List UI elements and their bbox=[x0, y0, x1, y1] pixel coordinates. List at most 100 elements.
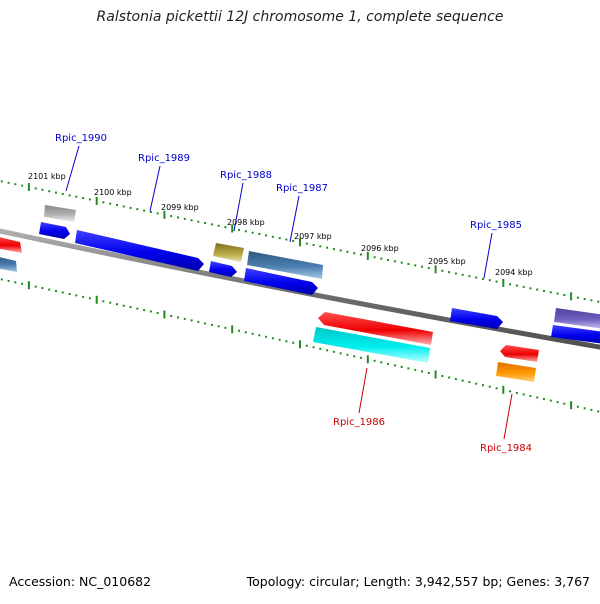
ruler-upper-minor-tick bbox=[393, 260, 396, 263]
ruler-lower-minor-tick bbox=[556, 401, 559, 404]
label-rpic-1987[interactable]: Rpic_1987 bbox=[276, 183, 328, 194]
ruler-upper-minor-tick bbox=[482, 277, 484, 280]
gene-rpic-1987-steel[interactable] bbox=[247, 251, 323, 279]
ruler-upper-minor-tick bbox=[61, 193, 64, 195]
ruler-upper-minor-tick bbox=[441, 269, 444, 272]
ruler-lower-minor-tick bbox=[543, 398, 545, 401]
gene-rpic-1990[interactable] bbox=[39, 222, 70, 239]
ruler-upper-minor-tick bbox=[48, 190, 51, 193]
ruler-upper-minor-tick bbox=[156, 212, 159, 215]
ruler-lower-minor-tick bbox=[332, 350, 335, 353]
gene-rpic-1985[interactable] bbox=[450, 308, 503, 329]
ruler-lower-minor-tick bbox=[536, 396, 539, 399]
label-rpic-1984[interactable]: Rpic_1984 bbox=[480, 443, 532, 454]
ruler-upper-minor-tick bbox=[285, 238, 288, 241]
ruler-lower-minor-tick bbox=[319, 347, 322, 350]
label-rpic-1990[interactable]: Rpic_1990 bbox=[55, 133, 107, 144]
label-rpic-1989[interactable]: Rpic_1989 bbox=[138, 153, 190, 164]
gene-rpic-1990-gray[interactable] bbox=[44, 205, 76, 222]
ruler-lower-minor-tick bbox=[353, 355, 356, 358]
ruler-lower-minor-tick bbox=[448, 376, 451, 379]
ruler-lower-minor-tick bbox=[68, 293, 71, 295]
ruler-upper-minor-tick bbox=[116, 204, 118, 207]
ruler-upper-minor-tick bbox=[360, 253, 362, 256]
ruler-upper-minor-tick bbox=[380, 257, 383, 260]
ruler-lower-minor-tick bbox=[143, 309, 146, 312]
gene-rpic-1988-olive[interactable] bbox=[213, 243, 244, 262]
ruler-upper-minor-tick bbox=[136, 208, 139, 211]
gene-rpic-1984[interactable] bbox=[500, 345, 539, 362]
ruler-upper-minor-tick bbox=[339, 249, 342, 252]
ruler-lower-major-tick bbox=[163, 310, 166, 319]
ruler-lower-minor-tick bbox=[88, 297, 91, 300]
ruler-upper-minor-tick bbox=[583, 298, 586, 300]
ruler-upper-minor-tick bbox=[183, 217, 186, 220]
gene-rpic-1984-orange[interactable] bbox=[496, 362, 536, 382]
ruler-lower-minor-tick bbox=[251, 332, 254, 335]
ruler-upper-minor-tick bbox=[204, 222, 207, 224]
ruler-lower-minor-tick bbox=[14, 281, 17, 284]
label-rpic-1988[interactable]: Rpic_1988 bbox=[220, 170, 272, 181]
ruler-upper-minor-tick bbox=[590, 299, 593, 302]
ruler-upper-minor-tick bbox=[14, 183, 17, 186]
ruler-upper-minor-tick bbox=[448, 271, 451, 274]
ruler-lower-minor-tick bbox=[312, 346, 315, 349]
ruler-upper-major-tick bbox=[163, 210, 166, 219]
ruler-lower-minor-tick bbox=[197, 320, 200, 323]
ruler-lower-major-tick bbox=[95, 295, 98, 304]
ruler-upper-minor-tick bbox=[102, 201, 105, 204]
gene-rpic-1986-cyan[interactable] bbox=[313, 327, 430, 363]
ruler-lower-minor-tick bbox=[170, 315, 173, 317]
ruler-upper-major-tick bbox=[434, 265, 437, 274]
ruler-lower-major-tick bbox=[27, 281, 30, 290]
gene-purple-right[interactable] bbox=[554, 308, 600, 329]
gene-rpic-1988[interactable] bbox=[209, 261, 237, 277]
ruler-lower-minor-tick bbox=[136, 307, 139, 310]
ruler-lower-minor-tick bbox=[488, 385, 491, 388]
ruler-lower-minor-tick bbox=[509, 390, 512, 393]
ruler-upper-minor-tick bbox=[210, 223, 213, 226]
ruler-lower-minor-tick bbox=[48, 288, 51, 291]
leader-rpic-1987 bbox=[289, 195, 300, 243]
ruler-lower-minor-tick bbox=[210, 323, 213, 326]
ruler-upper-minor-tick bbox=[326, 246, 329, 249]
ruler-upper-minor-tick bbox=[149, 211, 152, 213]
gene-blue-right[interactable] bbox=[551, 325, 600, 344]
gene-rpic-1989[interactable] bbox=[75, 230, 204, 271]
ruler-upper-major-tick bbox=[366, 251, 369, 260]
ruler-lower-minor-tick bbox=[563, 402, 566, 405]
forward-genes bbox=[0, 205, 600, 344]
gene-steel-left[interactable] bbox=[0, 256, 17, 272]
ruler-upper-minor-tick bbox=[387, 259, 390, 261]
ruler-upper-minor-tick bbox=[597, 300, 600, 303]
ruler-upper-minor-tick bbox=[332, 248, 335, 251]
ruler-upper-minor-tick bbox=[278, 237, 281, 240]
ruler-lower-minor-tick bbox=[217, 325, 220, 328]
ruler-lower-major-tick bbox=[366, 355, 369, 364]
ruler-lower-minor-tick bbox=[177, 316, 179, 319]
ruler-lower-minor-tick bbox=[183, 317, 186, 320]
ruler-upper-minor-tick bbox=[238, 228, 240, 231]
ruler-upper-minor-tick bbox=[224, 226, 227, 229]
ruler-upper-minor-tick bbox=[312, 244, 315, 246]
ruler-upper-minor-tick bbox=[129, 206, 132, 209]
ruler-upper-minor-tick bbox=[75, 195, 78, 198]
ruler-lower-minor-tick bbox=[414, 368, 417, 371]
ruler-lower-minor-tick bbox=[373, 359, 376, 362]
label-rpic-1985[interactable]: Rpic_1985 bbox=[470, 220, 522, 231]
gene-red-left[interactable] bbox=[0, 236, 22, 253]
ruler-lower-minor-tick bbox=[407, 367, 410, 370]
ruler-upper-minor-tick bbox=[454, 272, 457, 275]
ruler-upper-minor-tick bbox=[461, 273, 464, 276]
gene-labels: Rpic_1990 Rpic_1989 Rpic_1988 Rpic_1987 … bbox=[55, 133, 532, 454]
gene-rpic-1986[interactable] bbox=[318, 312, 433, 345]
tick-label-2097: 2097 kbp bbox=[294, 232, 332, 241]
label-rpic-1986[interactable]: Rpic_1986 bbox=[333, 417, 385, 428]
ruler-upper-minor-tick bbox=[143, 209, 146, 212]
ruler-upper-minor-tick bbox=[556, 292, 559, 295]
gene-rpic-1987[interactable] bbox=[244, 268, 318, 295]
ruler-lower-minor-tick bbox=[583, 407, 586, 410]
ruler-lower-minor-tick bbox=[224, 326, 227, 329]
tick-label-2096: 2096 kbp bbox=[361, 244, 399, 253]
